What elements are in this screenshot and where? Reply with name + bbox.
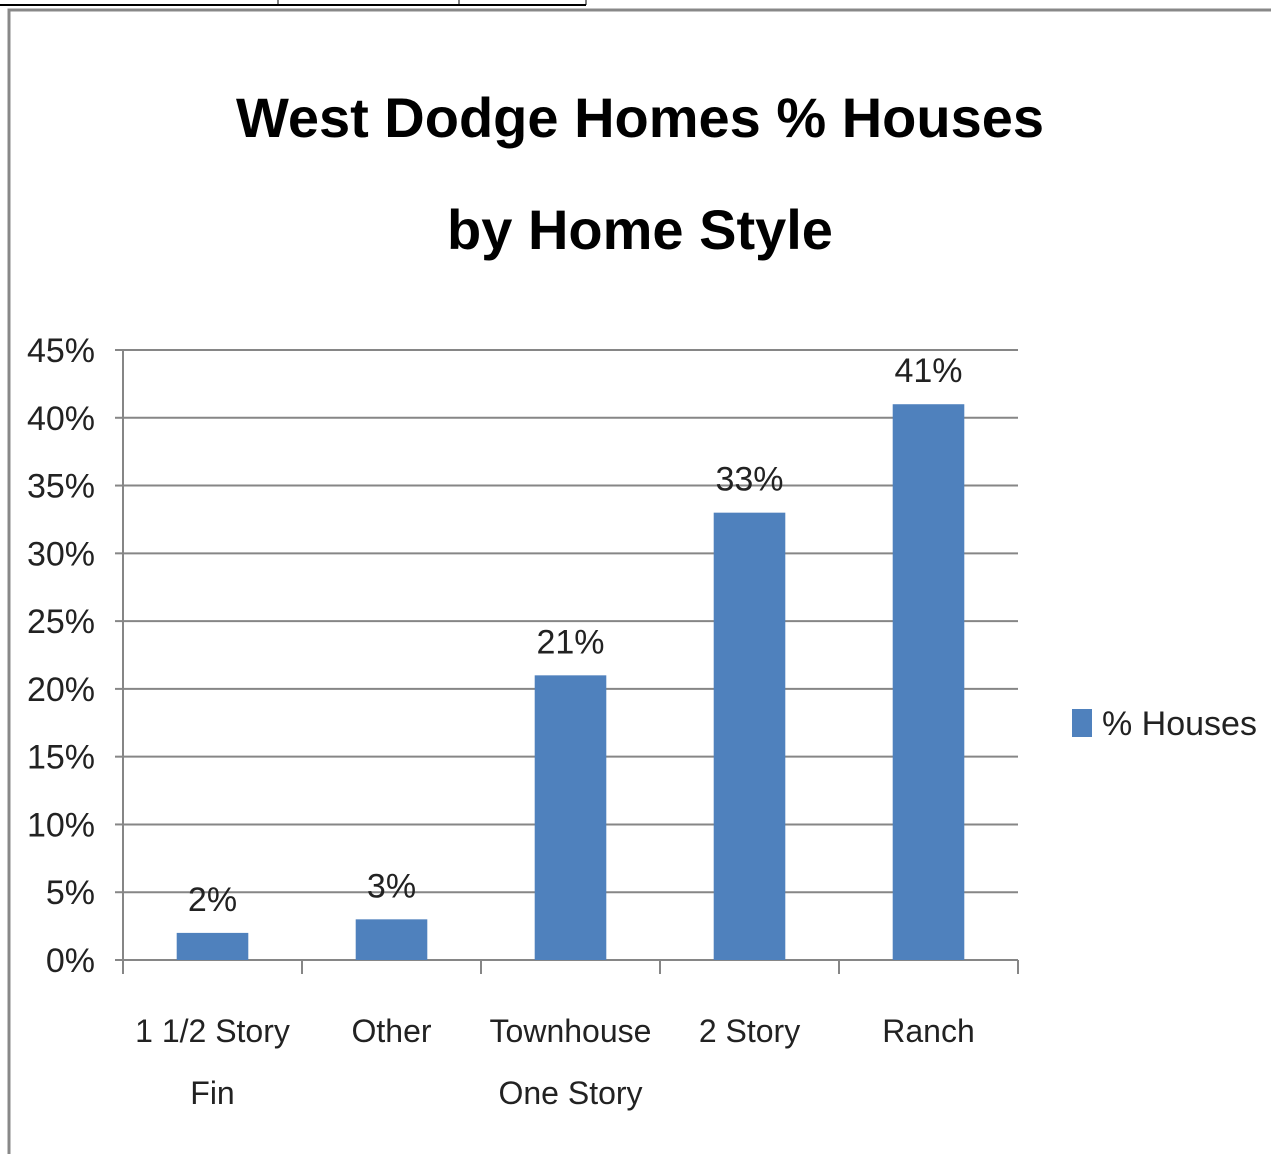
x-tick-label: 1 1/2 Story Fin [135, 1013, 290, 1111]
x-tick-label: Ranch [882, 1013, 975, 1049]
y-tick-label: 0% [46, 942, 95, 980]
y-tick-label: 15% [27, 739, 95, 777]
x-tick-label: Townhouse One Story [489, 1013, 652, 1111]
y-tick-label: 35% [27, 468, 95, 506]
data-label: 2% [188, 881, 237, 919]
legend-swatch [1072, 709, 1092, 737]
data-label: 33% [715, 461, 783, 499]
data-label: 21% [536, 623, 604, 661]
y-tick-label: 10% [27, 806, 95, 844]
y-tick-label: 20% [27, 671, 95, 709]
bar [534, 675, 607, 960]
data-label: 3% [367, 867, 416, 905]
x-tick-label: 2 Story [698, 1013, 801, 1049]
x-tick-label: Other [351, 1013, 432, 1049]
y-tick-label: 30% [27, 535, 95, 573]
legend-label: % Houses [1102, 705, 1257, 743]
bar [355, 919, 428, 960]
y-tick-label: 5% [46, 874, 95, 912]
chart-border [7, 8, 1271, 1154]
y-tick-label: 40% [27, 400, 95, 438]
chart-title: West Dodge Homes % Houses by Home Style [235, 86, 1045, 261]
y-tick-label: 25% [27, 603, 95, 641]
bar [892, 404, 965, 960]
y-tick-label: 45% [27, 332, 95, 370]
bar [176, 932, 249, 960]
bar [713, 512, 786, 960]
data-label: 41% [894, 352, 962, 390]
